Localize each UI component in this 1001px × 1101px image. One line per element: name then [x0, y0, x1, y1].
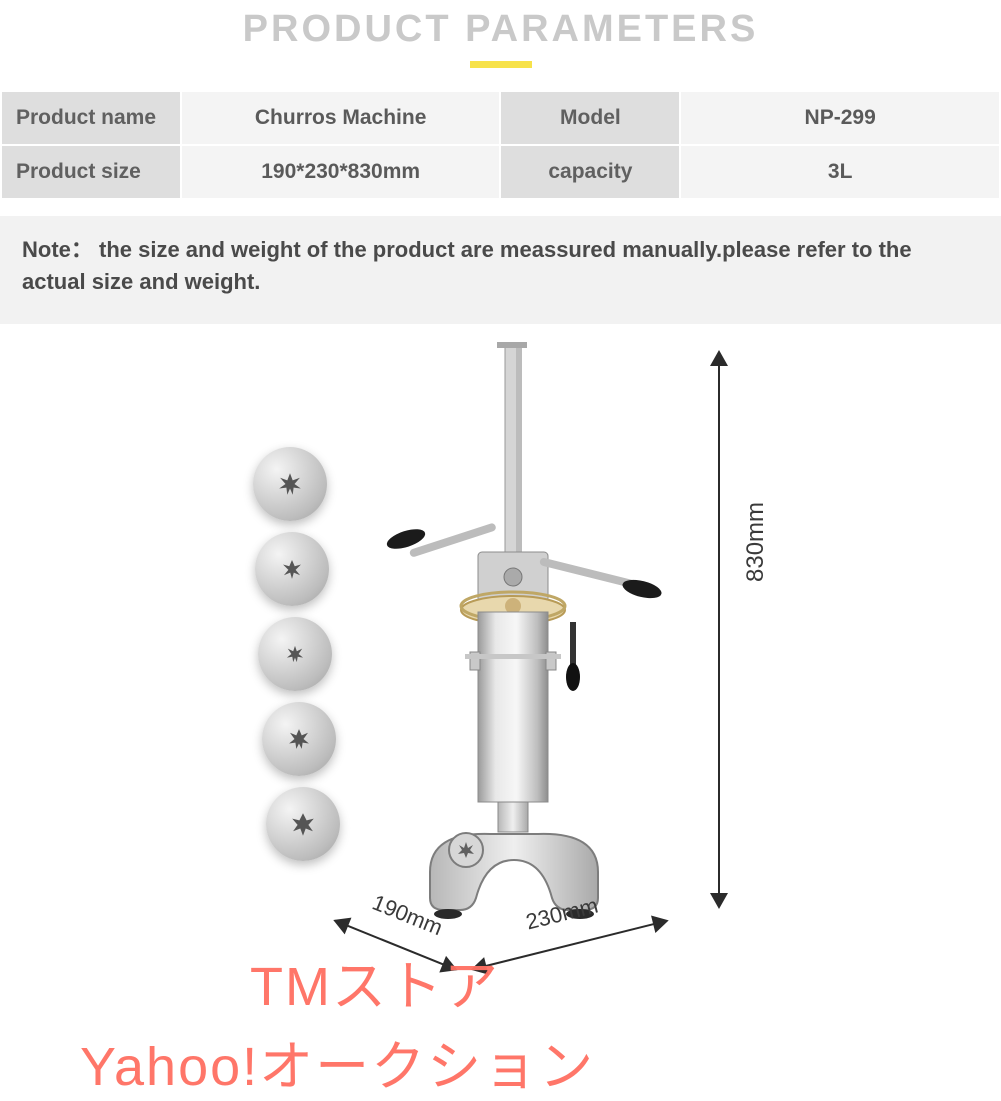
title-underline — [470, 61, 532, 68]
param-label: capacity — [500, 145, 680, 199]
param-label: Model — [500, 91, 680, 145]
nozzle-disc — [255, 532, 329, 606]
watermark-text: Yahoo!オークション — [80, 1022, 595, 1101]
table-row: Product name Churros Machine Model NP-29… — [1, 91, 1000, 145]
dimension-height-label: 830mm — [742, 502, 770, 582]
nozzle-disc — [253, 447, 327, 521]
nozzle-disc — [262, 702, 336, 776]
nozzle-disc — [258, 617, 332, 691]
product-diagram: 830mm 190mm 230mm TMストア Yahoo!オークション — [0, 332, 1001, 972]
page-title: PRODUCT PARAMETERS — [0, 8, 1001, 51]
param-value: NP-299 — [680, 91, 1000, 145]
param-value: Churros Machine — [181, 91, 501, 145]
parameters-table: Product name Churros Machine Model NP-29… — [0, 90, 1001, 200]
table-row: Product size 190*230*830mm capacity 3L — [1, 145, 1000, 199]
watermark-text: TMストア — [250, 942, 500, 1021]
note-text: Note： the size and weight of the product… — [0, 216, 1001, 324]
param-label: Product size — [1, 145, 181, 199]
param-value: 3L — [680, 145, 1000, 199]
param-label: Product name — [1, 91, 181, 145]
machine-illustration — [370, 342, 670, 942]
header: PRODUCT PARAMETERS — [0, 0, 1001, 68]
param-value: 190*230*830mm — [181, 145, 501, 199]
nozzle-disc — [266, 787, 340, 861]
dimension-height-arrow — [700, 352, 740, 907]
